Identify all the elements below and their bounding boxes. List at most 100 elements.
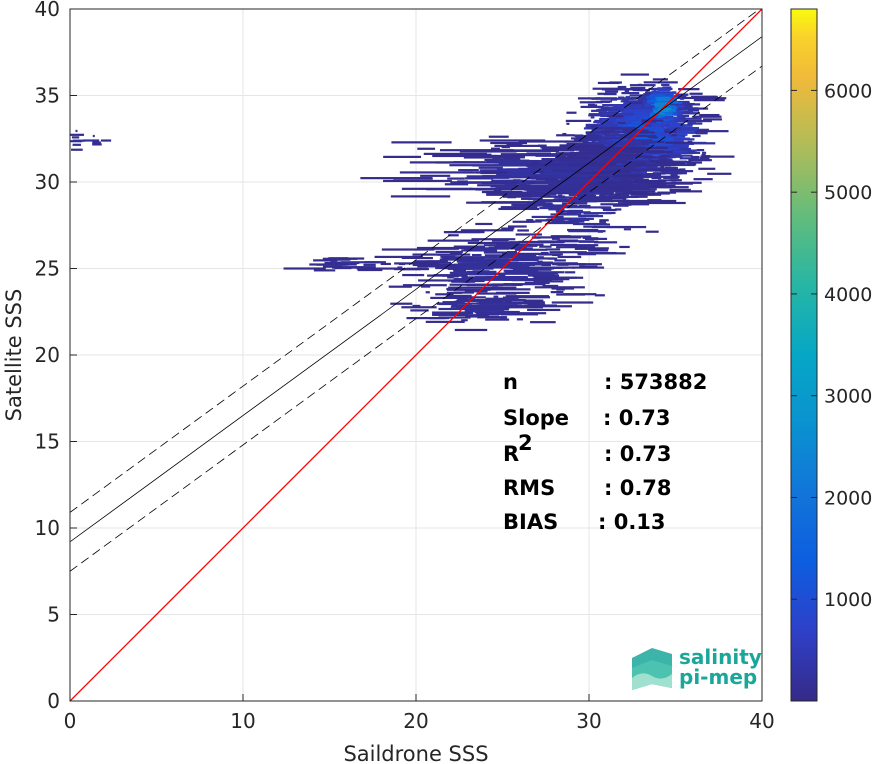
density-cell	[556, 156, 589, 159]
y-axis-ticks: 0 5 10 15 20 25 30 35 40	[35, 0, 77, 713]
colorbar-tick-label: 3000	[824, 386, 872, 408]
density-cell	[568, 155, 634, 159]
density-cell	[465, 314, 489, 317]
density-cell	[512, 268, 552, 271]
density-cell	[477, 311, 484, 314]
density-cell	[539, 180, 548, 183]
density-cell	[654, 103, 660, 107]
density-cell	[283, 267, 326, 270]
density-cell	[671, 113, 679, 116]
density-cell	[671, 160, 688, 163]
colorbar-tick-label: 1000	[824, 589, 872, 611]
density-cell	[568, 193, 587, 196]
density-cell	[438, 307, 470, 311]
density-cell	[459, 150, 517, 153]
density-cell	[551, 221, 571, 224]
density-cell	[500, 206, 538, 209]
density-cell	[435, 293, 454, 296]
density-cell	[493, 175, 521, 178]
density-cell	[663, 129, 670, 132]
density-cell	[492, 154, 525, 158]
density-cell	[470, 278, 485, 281]
density-cell	[691, 95, 717, 98]
density-cell	[570, 157, 635, 160]
density-cell	[442, 274, 468, 277]
density-cell	[453, 245, 486, 248]
density-cell	[573, 138, 601, 142]
density-cell	[585, 125, 615, 128]
density-cell	[481, 201, 546, 204]
density-cell	[571, 200, 582, 203]
density-cell	[657, 87, 668, 90]
density-cell	[534, 286, 585, 289]
density-cell	[507, 196, 517, 199]
density-cell	[591, 170, 631, 174]
density-cell	[566, 111, 577, 114]
density-cell	[624, 90, 630, 93]
density-cell	[647, 101, 655, 105]
density-cell	[608, 172, 615, 175]
density-cell	[573, 161, 647, 164]
density-cell	[100, 139, 112, 142]
density-cell	[518, 181, 562, 185]
density-cell	[457, 180, 468, 183]
density-cell	[640, 175, 663, 178]
density-cell	[599, 219, 609, 222]
density-cell	[478, 166, 503, 169]
density-cell	[580, 105, 604, 109]
density-cell	[471, 238, 516, 241]
density-cell	[595, 105, 601, 109]
logo-line1: salinity	[679, 645, 762, 669]
density-cell	[513, 193, 557, 196]
density-cell	[585, 131, 611, 134]
density-cell	[406, 317, 450, 320]
density-cell	[618, 96, 625, 99]
density-cell	[325, 263, 357, 266]
density-cell	[692, 116, 698, 119]
density-cell	[655, 143, 671, 146]
density-cell	[524, 304, 557, 307]
density-cell	[526, 219, 534, 222]
density-cell	[518, 140, 578, 143]
density-cell	[498, 273, 506, 277]
density-cell	[629, 137, 654, 140]
density-cell	[625, 96, 631, 99]
density-cell	[654, 184, 676, 187]
density-cell	[673, 103, 683, 106]
density-cell	[568, 163, 602, 166]
density-cell	[313, 259, 338, 262]
density-cell	[678, 96, 682, 99]
density-cell	[410, 309, 429, 312]
density-cell	[603, 133, 607, 136]
density-cell	[601, 137, 606, 140]
density-cell	[508, 312, 547, 315]
density-cell	[550, 235, 571, 238]
density-cell	[561, 202, 588, 205]
density-cell	[574, 247, 603, 250]
density-cell	[463, 156, 497, 159]
density-cell	[508, 272, 549, 275]
density-cell	[660, 154, 670, 158]
density-cell	[504, 270, 538, 274]
density-cell	[587, 103, 595, 106]
density-cell	[608, 199, 677, 203]
density-cell	[651, 177, 662, 180]
wave-icon	[632, 648, 672, 690]
density-cell	[432, 154, 497, 158]
density-cell	[557, 255, 582, 259]
density-cell	[656, 96, 671, 100]
density-cell	[658, 186, 689, 189]
density-cell	[657, 110, 671, 113]
density-cell	[483, 278, 521, 281]
density-cell	[675, 110, 684, 113]
density-cell	[517, 229, 529, 232]
density-cell	[416, 256, 433, 260]
density-cell	[534, 190, 575, 193]
density-cell	[466, 270, 497, 273]
density-cell	[464, 290, 488, 293]
density-cell	[559, 220, 578, 223]
density-cell	[539, 245, 552, 248]
density-cell	[646, 122, 673, 125]
x-axis-label: Saildrone SSS	[343, 742, 488, 764]
density-cell	[670, 174, 678, 177]
